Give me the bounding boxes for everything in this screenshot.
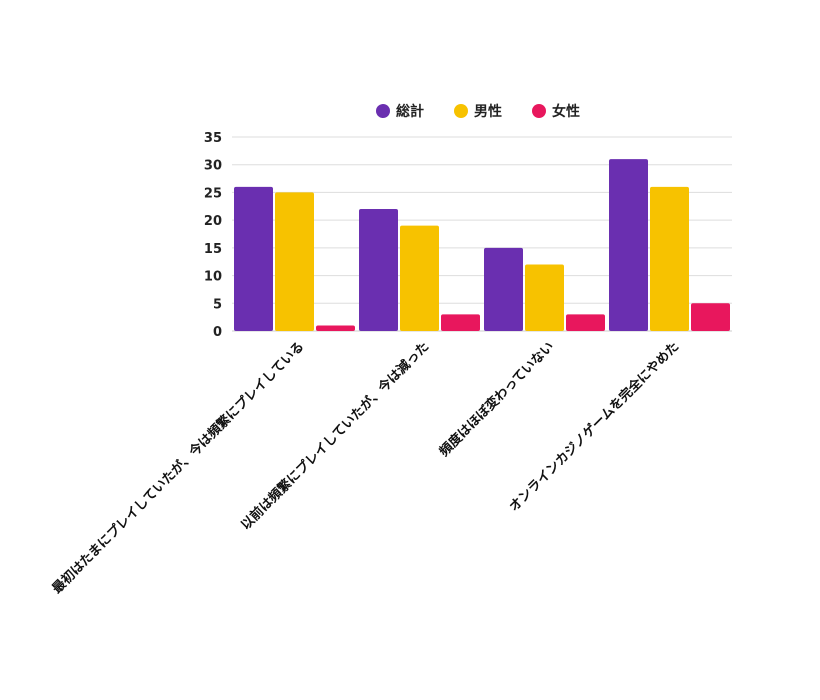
- bar: [525, 264, 564, 331]
- legend-item: 男性: [454, 103, 502, 120]
- legend-swatch: [454, 104, 468, 118]
- bar: [650, 186, 689, 331]
- x-axis: 最初はたまにプレイしていたが、今は頻繁にプレイしている以前は頻繁にプレイしていた…: [49, 339, 682, 597]
- legend-label: 男性: [474, 103, 502, 120]
- bar: [234, 186, 273, 331]
- legend-label: 女性: [552, 103, 580, 120]
- bar: [609, 159, 648, 331]
- y-axis: 0 5 10 15 20 25 30 35: [204, 131, 222, 340]
- bars: [234, 159, 730, 331]
- legend-swatch: [532, 104, 546, 118]
- legend-item: 女性: [532, 103, 580, 120]
- y-tick-label: 35: [204, 131, 222, 146]
- legend: 総計 男性 女性: [376, 103, 580, 120]
- bar: [359, 209, 398, 331]
- y-tick-label: 10: [204, 270, 222, 285]
- x-category-label: 最初はたまにプレイしていたが、今は頻繁にプレイしている: [49, 339, 307, 597]
- bar: [275, 192, 314, 331]
- bar: [691, 303, 730, 331]
- bar: [566, 314, 605, 331]
- legend-item: 総計: [376, 103, 424, 120]
- x-category-label: 以前は頻繁にプレイしていたが、今は減った: [238, 339, 433, 534]
- bar: [316, 325, 355, 331]
- legend-label: 総計: [396, 103, 424, 120]
- bar: [441, 314, 480, 331]
- bar: [484, 247, 523, 331]
- legend-swatch: [376, 104, 390, 118]
- y-tick-label: 0: [213, 325, 222, 340]
- grid-lines: [232, 136, 732, 332]
- x-category-label: 頻度はほぼ変わっていない: [436, 339, 557, 460]
- y-tick-label: 20: [204, 214, 222, 229]
- y-tick-label: 25: [204, 186, 222, 201]
- bar: [400, 225, 439, 331]
- y-tick-label: 5: [213, 297, 222, 312]
- y-tick-label: 30: [204, 159, 222, 174]
- y-tick-label: 15: [204, 242, 222, 257]
